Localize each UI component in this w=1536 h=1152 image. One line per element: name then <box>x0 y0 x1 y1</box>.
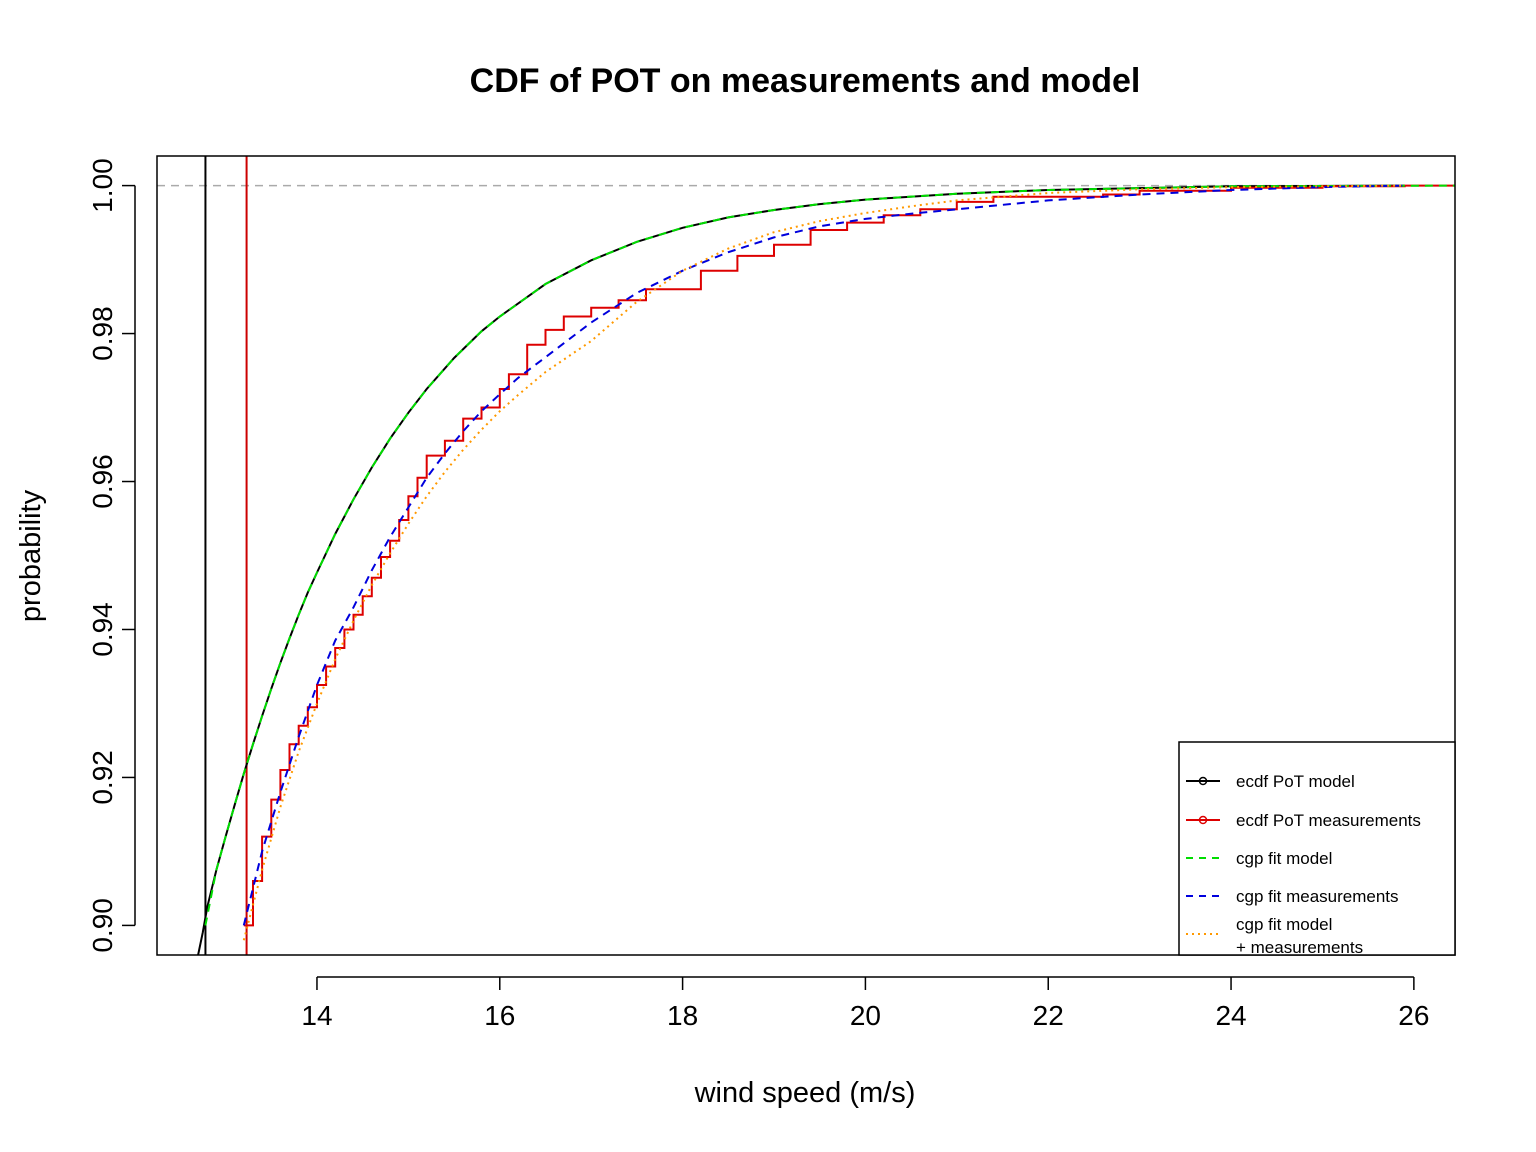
legend-label-2: cgp fit model <box>1236 849 1332 868</box>
chart-title: CDF of POT on measurements and model <box>470 62 1141 100</box>
series-line-2 <box>204 184 1455 926</box>
legend-marker-0 <box>1198 776 1208 786</box>
legend-label-0: ecdf PoT model <box>1236 772 1355 791</box>
series-line-4 <box>242 184 1405 941</box>
y-tick-label-2: 0.94 <box>87 602 118 657</box>
x-tick-label-5: 24 <box>1215 1000 1246 1031</box>
x-tick-label-0: 14 <box>301 1000 332 1031</box>
x-tick-label-4: 22 <box>1033 1000 1064 1031</box>
y-tick-label-0: 0.90 <box>87 898 118 953</box>
x-tick-label-3: 20 <box>850 1000 881 1031</box>
legend-label-3: cgp fit measurements <box>1236 887 1399 906</box>
plot-frame <box>156 155 1456 956</box>
x-axis-label: wind speed (m/s) <box>694 1077 916 1109</box>
series-line-3 <box>242 184 1405 926</box>
legend-label-4-1: + measurements <box>1236 938 1363 957</box>
x-tick-label-6: 26 <box>1398 1000 1429 1031</box>
legend-box <box>1178 741 1456 956</box>
legend-label-1: ecdf PoT measurements <box>1236 811 1421 830</box>
y-tick-label-5: 1.00 <box>87 158 118 213</box>
x-axis: 14 16 18 20 22 24 26 <box>301 976 1429 1031</box>
legend-label-4-0: cgp fit model <box>1236 915 1332 934</box>
legend-marker-1 <box>1198 815 1208 825</box>
x-tick-label-1: 16 <box>484 1000 515 1031</box>
x-tick-label-2: 18 <box>667 1000 698 1031</box>
y-axis-label: probability <box>15 489 47 622</box>
y-tick-label-3: 0.96 <box>87 454 118 509</box>
y-axis: 0.90 0.92 0.94 0.96 0.98 1.00 <box>87 158 136 953</box>
y-tick-label-1: 0.92 <box>87 750 118 805</box>
y-tick-label-4: 0.98 <box>87 306 118 361</box>
series-layer <box>197 184 1455 955</box>
legend: ecdf PoT model ecdf PoT measurements cgp f… <box>1178 741 1456 957</box>
